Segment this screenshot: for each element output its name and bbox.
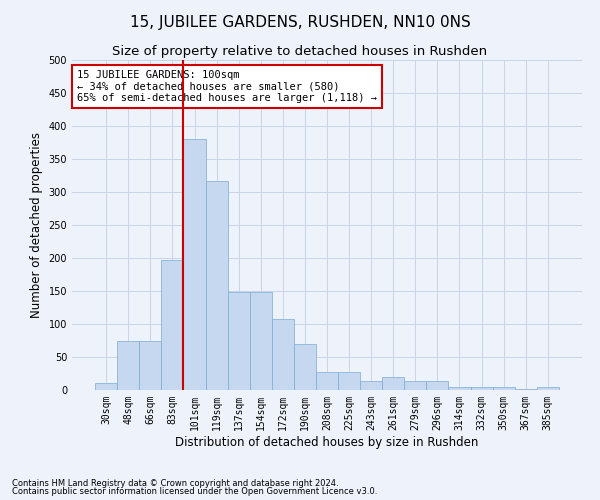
Bar	[515, 388, 537, 390]
Bar	[338, 372, 360, 390]
Bar	[316, 372, 338, 390]
Bar	[470, 386, 493, 390]
Text: 15, JUBILEE GARDENS, RUSHDEN, NN10 0NS: 15, JUBILEE GARDENS, RUSHDEN, NN10 0NS	[130, 15, 470, 30]
Bar	[537, 388, 559, 390]
Bar	[272, 318, 294, 390]
X-axis label: Distribution of detached houses by size in Rushden: Distribution of detached houses by size …	[175, 436, 479, 448]
Bar	[117, 340, 139, 390]
Bar	[227, 292, 250, 390]
Bar	[206, 181, 227, 390]
Bar	[184, 139, 206, 390]
Text: 15 JUBILEE GARDENS: 100sqm
← 34% of detached houses are smaller (580)
65% of sem: 15 JUBILEE GARDENS: 100sqm ← 34% of deta…	[77, 70, 377, 103]
Bar	[139, 340, 161, 390]
Bar	[161, 260, 184, 390]
Bar	[404, 382, 427, 390]
Bar	[360, 381, 382, 390]
Bar	[382, 377, 404, 390]
Text: Size of property relative to detached houses in Rushden: Size of property relative to detached ho…	[112, 45, 488, 58]
Bar	[448, 386, 470, 390]
Bar	[427, 382, 448, 390]
Y-axis label: Number of detached properties: Number of detached properties	[30, 132, 43, 318]
Bar	[493, 386, 515, 390]
Bar	[250, 292, 272, 390]
Text: Contains public sector information licensed under the Open Government Licence v3: Contains public sector information licen…	[12, 487, 377, 496]
Bar	[95, 384, 117, 390]
Text: Contains HM Land Registry data © Crown copyright and database right 2024.: Contains HM Land Registry data © Crown c…	[12, 478, 338, 488]
Bar	[294, 344, 316, 390]
